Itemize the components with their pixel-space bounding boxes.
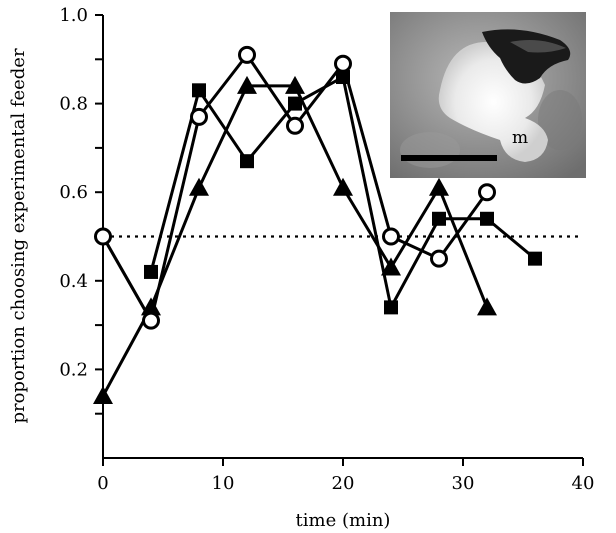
data-point-square bbox=[480, 211, 494, 226]
y-tick-label: 0.8 bbox=[59, 94, 88, 115]
data-point-triangle bbox=[189, 177, 209, 196]
series-layer bbox=[93, 45, 542, 404]
x-axis-label: time (min) bbox=[296, 510, 391, 531]
inset-texture-2 bbox=[538, 90, 582, 150]
y-axis-label: proportion choosing experimental feeder bbox=[8, 48, 29, 423]
data-point-circle bbox=[478, 183, 496, 202]
inset-label: m bbox=[512, 128, 528, 148]
data-point-circle bbox=[142, 311, 160, 330]
data-point-square bbox=[432, 211, 446, 226]
series-triangle-filled bbox=[93, 75, 497, 404]
x-tick-label: 30 bbox=[452, 473, 475, 494]
series-square-filled bbox=[144, 70, 542, 315]
data-point-circle bbox=[286, 116, 304, 135]
y-tick-label: 1.0 bbox=[59, 5, 88, 26]
data-point-circle bbox=[382, 227, 400, 246]
data-point-square bbox=[192, 83, 206, 98]
x-tick-label: 20 bbox=[332, 473, 355, 494]
x-ticks: 0 10 20 30 40 bbox=[97, 458, 594, 494]
y-tick-label: 0.6 bbox=[59, 182, 88, 203]
data-point-circle bbox=[430, 249, 448, 268]
inset-texture bbox=[400, 132, 460, 168]
y-ticks: 0.2 0.4 0.6 0.8 1.0 bbox=[59, 5, 103, 415]
data-point-triangle bbox=[333, 177, 353, 196]
data-point-triangle bbox=[429, 177, 449, 196]
data-point-square bbox=[240, 154, 254, 169]
photo-inset: m bbox=[390, 12, 586, 178]
data-point-square bbox=[144, 264, 158, 279]
data-point-triangle bbox=[93, 385, 113, 404]
series-circle-open bbox=[94, 45, 496, 330]
data-point-triangle bbox=[285, 75, 305, 94]
y-tick-label: 0.4 bbox=[59, 271, 88, 292]
data-point-triangle bbox=[237, 75, 257, 94]
data-point-circle bbox=[94, 227, 112, 246]
y-tick-label: 0.2 bbox=[59, 359, 88, 380]
data-point-square bbox=[384, 300, 398, 315]
x-tick-label: 10 bbox=[212, 473, 235, 494]
data-point-circle bbox=[334, 54, 352, 73]
data-point-square bbox=[288, 96, 302, 111]
data-point-triangle bbox=[477, 297, 497, 316]
data-point-circle bbox=[190, 107, 208, 126]
data-point-circle bbox=[238, 45, 256, 64]
data-point-square bbox=[528, 251, 542, 266]
x-tick-label: 40 bbox=[572, 473, 595, 494]
data-point-triangle bbox=[381, 257, 401, 276]
x-tick-label: 0 bbox=[97, 473, 108, 494]
bee-wing-icon bbox=[510, 40, 566, 53]
